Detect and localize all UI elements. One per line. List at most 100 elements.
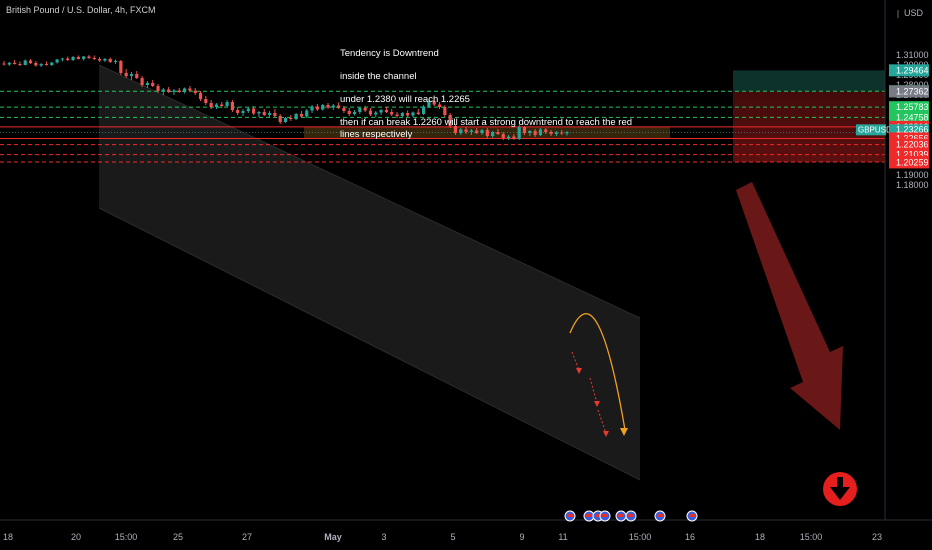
time-tick-label: 20 [71,532,81,542]
price-tag-label: 1.22036 [896,140,929,150]
event-flag-stripe [602,514,608,517]
down-arrow-stem [837,477,843,489]
target-arrow [571,351,580,371]
candle-body [92,58,96,59]
note-line: then if can break 1.2260 will start a st… [340,117,633,140]
candle-body [257,112,261,114]
candle-body [13,62,17,64]
candle-body [310,106,314,111]
price-tag-label: 1.21039 [896,150,929,160]
candle-body [252,108,256,114]
candle-body [459,129,463,133]
candle-body [135,74,139,78]
candle-body [193,90,197,93]
candle-body [34,63,38,66]
event-flag-stripe [657,514,663,517]
time-tick-label: 23 [872,532,882,542]
target-arrowhead [603,431,609,437]
candle-body [44,64,49,65]
event-flag-stripe [586,514,592,517]
candle-body [55,59,59,63]
candle-body [294,114,298,119]
candle-body [384,110,389,112]
candle-body [119,61,123,73]
candle-body [528,131,532,133]
candle-body [522,127,527,133]
candle-body [273,113,277,116]
price-tick-label: 1.28000 [896,80,929,90]
event-flag-stripe [628,514,634,517]
candle-body [406,113,410,116]
candle-body [453,126,458,133]
note-line: Tendency is Downtrend [340,48,439,59]
candle-body [379,110,383,113]
candle-body [506,136,511,138]
time-tick-label: 15:00 [629,532,652,542]
candle-body [390,112,394,115]
candle-body [113,61,118,62]
candle-body [342,108,346,111]
time-tick-label: 15:00 [800,532,823,542]
candle-body [151,83,155,86]
event-flag-stripe [618,514,624,517]
candle-body [299,114,304,117]
candle-body [23,60,27,65]
candle-body [28,60,33,63]
candle-body [161,89,165,91]
event-flag-stripe [689,514,695,517]
candle-body [262,112,266,115]
symbol-tag [856,124,886,136]
candle-body [464,129,468,132]
candle-body [236,110,240,113]
price-tag-label: 1.22656 [896,133,929,143]
candle-body [491,132,495,136]
candle-body [71,57,75,60]
candle-body [496,132,500,134]
candle-body [321,105,325,110]
candle-body [416,112,420,114]
candle-body [172,90,176,92]
candle-body [225,102,229,106]
price-tag-label: 1.24758 [896,112,929,122]
event-flag-stripe [595,514,601,517]
candle-body [475,130,479,133]
candle-body [485,130,489,136]
down-arrow-head [830,487,850,500]
price-tick-label: 1.19000 [896,170,929,180]
currency-label: USD [904,8,924,18]
price-tag [889,138,929,151]
candle-body [448,115,452,126]
time-tick-label: 18 [755,532,765,542]
candle-body [209,103,213,107]
price-tag-label: 1.25783 [896,102,929,112]
candle-body [427,101,431,107]
candle-body [198,93,203,99]
note-line: inside the channel [340,71,417,82]
price-tick-label: 1.31000 [896,50,929,60]
candle-body [560,132,564,134]
candle-body [469,130,473,132]
candle-body [156,86,160,91]
candle-body [66,58,70,60]
candle-body [87,56,91,58]
candle-body [39,64,43,66]
candle-body [2,63,6,65]
price-tag [889,156,929,169]
candle-body [278,116,282,122]
candle-body [230,102,234,110]
time-tick-label: 16 [685,532,695,542]
candle-body [422,106,426,114]
candle-body [352,112,357,114]
candle-body [129,74,134,76]
price-tag-label: 1.29464 [896,65,929,75]
candle-body [241,111,245,113]
candle-body [246,108,250,111]
candle-body [108,59,112,62]
candle-body [18,64,22,65]
channel-lower-line [98,207,641,481]
candle-body [549,132,553,134]
candle-body [363,108,367,111]
symbol-title[interactable]: British Pound / U.S. Dollar, 4h, FXCM [6,5,156,15]
